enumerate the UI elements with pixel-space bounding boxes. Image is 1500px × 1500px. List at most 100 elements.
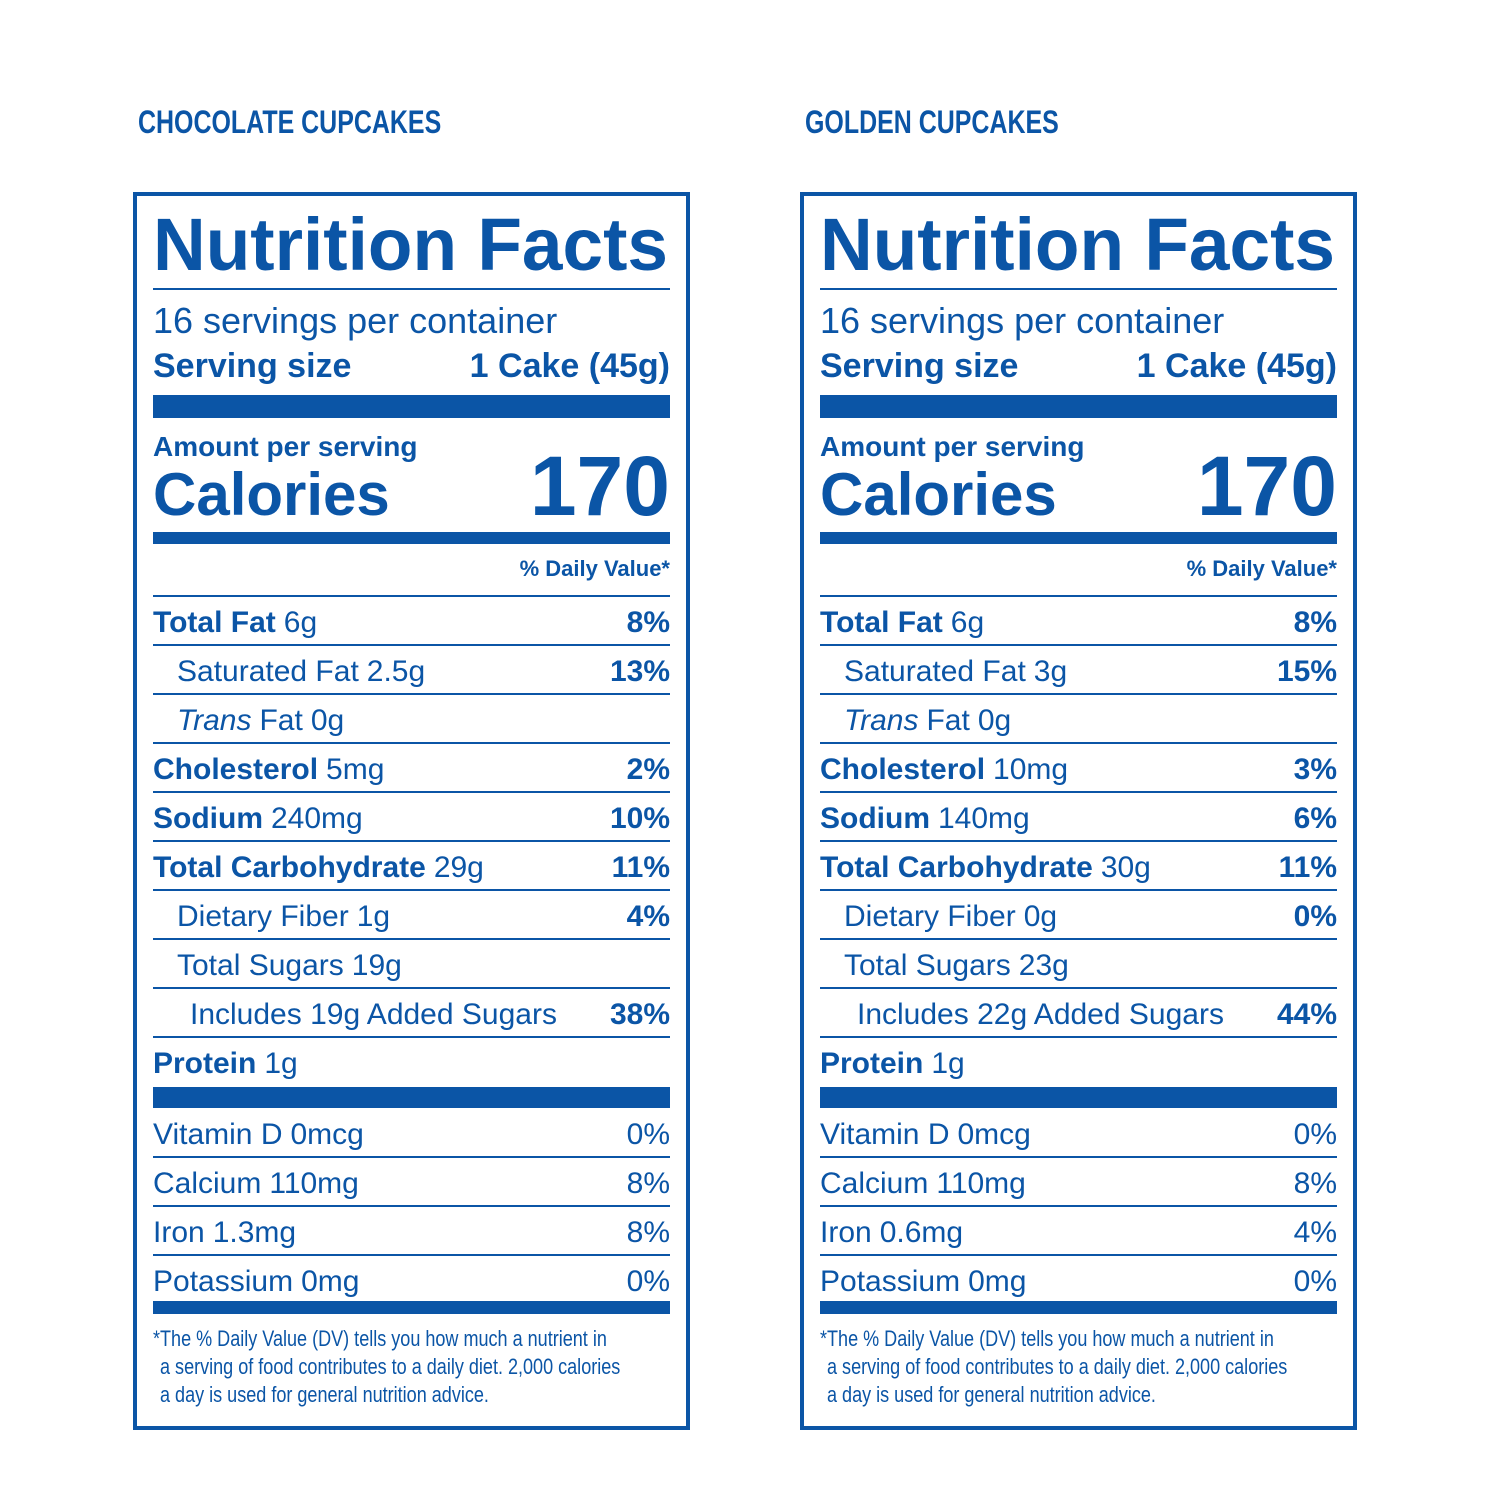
rule — [820, 1156, 1337, 1158]
nutrient-amount: 3g — [1034, 655, 1067, 688]
nutrient-name: Total Sugars — [177, 949, 344, 982]
nutrient-amount: 0g — [311, 704, 344, 737]
nutrient-row: Total Sugars 23g — [844, 949, 1069, 982]
rule — [153, 595, 670, 597]
daily-value-header: % Daily Value* — [1187, 556, 1338, 581]
nutrient-name-italic: Trans — [177, 704, 251, 737]
nutrient-dv: 8% — [1294, 606, 1337, 639]
rule — [820, 987, 1337, 989]
vitamin-amount: 0mcg — [958, 1118, 1031, 1151]
product-name: CHOCOLATE CUPCAKES — [138, 104, 441, 140]
label-panel: GOLDEN CUPCAKES Nutrition Facts 16 serving… — [800, 104, 1357, 1430]
rule — [820, 532, 1337, 544]
nutrient-name: Total Sugars — [844, 949, 1011, 982]
label-title: Nutrition Facts — [153, 203, 668, 286]
nutrient-name: Fat — [926, 704, 970, 737]
rule — [153, 644, 670, 646]
nutrient-row: Sodium 140mg — [820, 802, 1030, 835]
nutrient-dv: 11% — [612, 851, 670, 884]
vitamin-amount: 110mg — [936, 1167, 1026, 1200]
nutrient-row: Protein 1g — [820, 1047, 965, 1080]
nutrient-amount: 1g — [264, 1047, 297, 1080]
rule — [820, 1036, 1337, 1038]
rule — [820, 742, 1337, 744]
rule — [153, 938, 670, 940]
rule — [820, 1205, 1337, 1207]
nutrient-row: Sodium 240mg — [153, 802, 363, 835]
nutrient-amount: 5mg — [326, 753, 384, 786]
nutrient-dv: 15% — [1277, 655, 1337, 688]
rule — [820, 840, 1337, 842]
nutrient-dv: 8% — [627, 606, 670, 639]
vitamin-name: Iron — [153, 1216, 205, 1249]
footnote-line: *The % Daily Value (DV) tells you how mu… — [820, 1326, 1274, 1351]
footnote-line: *The % Daily Value (DV) tells you how mu… — [153, 1326, 607, 1351]
nutrient-name: Total Carbohydrate — [820, 851, 1093, 884]
nutrient-name: Sodium — [820, 802, 930, 835]
vitamin-amount: 0mg — [968, 1265, 1026, 1298]
serving-size-label: Serving size — [820, 347, 1018, 385]
amount-per-serving: Amount per serving — [153, 431, 417, 462]
nutrient-dv: 13% — [610, 655, 670, 688]
vitamin-name: Potassium — [820, 1265, 960, 1298]
nutrient-amount: 6g — [284, 606, 317, 639]
nutrient-row: Protein 1g — [153, 1047, 298, 1080]
rule — [153, 987, 670, 989]
nutrient-row: Saturated Fat 3g — [844, 655, 1067, 688]
nutrient-name: Dietary Fiber — [177, 900, 349, 933]
nutrient-name-italic: Trans — [844, 704, 918, 737]
rule — [153, 1254, 670, 1256]
nutrient-row: Trans Fat 0g — [177, 704, 344, 737]
nutrient-name: Total Fat — [820, 606, 943, 639]
vitamin-name: Vitamin D — [153, 1118, 283, 1151]
nutrient-name: Dietary Fiber — [844, 900, 1016, 933]
nutrient-amount: 29g — [434, 851, 484, 884]
vitamin-dv: 0% — [1294, 1265, 1337, 1298]
calories: 170 — [1197, 439, 1337, 533]
nutrient-dv: 11% — [1279, 851, 1337, 884]
footnote-line: a serving of food contributes to a daily… — [827, 1354, 1287, 1379]
rule — [153, 395, 670, 418]
nutrient-amount: 30g — [1101, 851, 1151, 884]
vitamin-row: Vitamin D 0mcg — [153, 1118, 364, 1151]
footnote-line: a serving of food contributes to a daily… — [160, 1354, 620, 1379]
rule — [153, 889, 670, 891]
rule — [153, 1205, 670, 1207]
nutrient-name: Sodium — [153, 802, 263, 835]
nutrient-row: Includes 22g Added Sugars — [857, 998, 1224, 1031]
nutrient-name: Cholesterol — [153, 753, 318, 786]
nutrient-row: Dietary Fiber 0g — [844, 900, 1057, 933]
vitamin-dv: 4% — [1294, 1216, 1337, 1249]
rule — [153, 1087, 670, 1108]
nutrient-amount: 10mg — [993, 753, 1068, 786]
vitamin-amount: 0mg — [301, 1265, 359, 1298]
nutrient-row: Total Sugars 19g — [177, 949, 402, 982]
label-border — [133, 192, 690, 1430]
label-border — [800, 192, 1357, 1430]
rule — [153, 742, 670, 744]
nutrient-dv: 10% — [610, 802, 670, 835]
rule — [153, 532, 670, 544]
vitamin-name: Vitamin D — [820, 1118, 950, 1151]
calories-label: Calories — [153, 461, 390, 528]
rule — [153, 1156, 670, 1158]
rule — [820, 938, 1337, 940]
vitamin-dv: 0% — [627, 1265, 670, 1298]
rule — [820, 644, 1337, 646]
nutrient-amount: 19g — [352, 949, 402, 982]
vitamin-amount: 1.3mg — [213, 1216, 296, 1249]
nutrient-row: Trans Fat 0g — [844, 704, 1011, 737]
vitamin-name: Calcium — [153, 1167, 261, 1200]
vitamin-dv: 8% — [1294, 1167, 1337, 1200]
vitamin-name: Potassium — [153, 1265, 293, 1298]
nutrient-row: Total Carbohydrate 29g — [153, 851, 484, 884]
nutrient-amount: 2.5g — [367, 655, 425, 688]
rule — [820, 1087, 1337, 1108]
nutrient-amount: 1g — [357, 900, 390, 933]
servings: 16 servings per container — [153, 300, 557, 341]
rule — [820, 889, 1337, 891]
nutrient-amount: 140mg — [938, 802, 1030, 835]
rule — [820, 693, 1337, 695]
